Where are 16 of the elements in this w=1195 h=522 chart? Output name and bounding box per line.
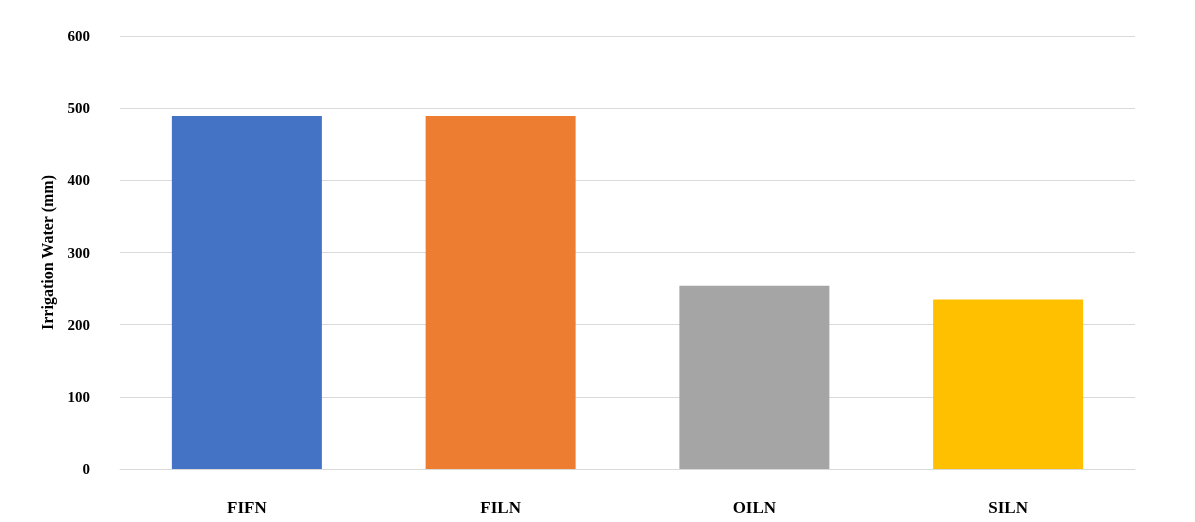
y-tick-label: 200 [67,316,90,333]
y-tick-label: 600 [67,28,90,44]
y-tick-label: 0 [82,461,90,477]
x-tick-label: OILN [732,498,777,517]
x-tick-label: FILN [480,498,522,517]
bar [171,116,322,469]
y-axis-title: Irrigation Water (mm) [38,175,57,330]
bar [933,299,1084,469]
y-tick-label: 500 [67,100,90,117]
x-tick-label: FIFN [227,498,268,517]
y-tick-label: 100 [67,388,90,405]
y-tick-label: 300 [67,244,90,261]
x-tick-label: SILN [988,498,1029,517]
y-tick-label: 400 [67,172,90,189]
bar [679,285,830,469]
bar [425,116,576,469]
